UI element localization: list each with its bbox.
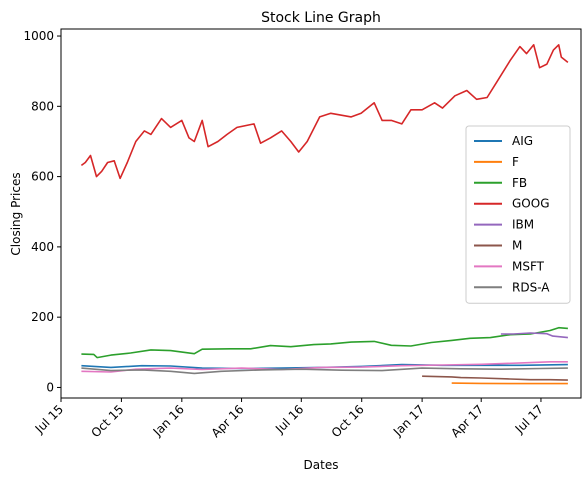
x-tick-label: Jul 16 — [272, 402, 306, 436]
y-tick-label: 1000 — [23, 29, 54, 43]
legend-label-fb: FB — [512, 176, 527, 190]
x-axis-title: Dates — [304, 458, 339, 472]
legend: AIG F FB GOOG IBM M MSFT RDS-A — [465, 125, 571, 304]
series-line-f — [451, 382, 568, 385]
y-tick-label: 200 — [31, 310, 54, 324]
legend-label-m: M — [512, 239, 522, 253]
x-tick-label: Apr 17 — [448, 402, 486, 440]
series-line-msft — [81, 361, 568, 373]
x-tick-label: Oct 16 — [329, 402, 367, 440]
x-tick-label: Jan 17 — [390, 402, 427, 439]
series-line-ibm — [500, 332, 568, 339]
legend-label-f: F — [512, 155, 519, 169]
y-tick-label: 400 — [31, 240, 54, 254]
y-tick-label: 800 — [31, 99, 54, 113]
chart-title: Stock Line Graph — [261, 10, 381, 26]
legend-label-rds-a: RDS-A — [512, 280, 550, 294]
plot-frame — [60, 28, 582, 399]
series-line-goog — [80, 44, 569, 180]
plot-area — [80, 44, 569, 385]
x-tick-label: Jul 15 — [32, 402, 66, 436]
series-line-fb — [81, 326, 568, 359]
series-line-m — [422, 375, 568, 381]
legend-label-ibm: IBM — [512, 218, 534, 232]
x-tick-label: Jan 16 — [150, 402, 187, 439]
x-tick-label: Apr 16 — [209, 402, 247, 440]
y-tick-label: 0 — [46, 380, 54, 394]
y-axis-title: Closing Prices — [9, 172, 23, 255]
series-line-rds-a — [81, 367, 568, 375]
y-tick-label: 600 — [31, 170, 54, 184]
x-tick-label: Jul 17 — [512, 402, 546, 436]
legend-label-goog: GOOG — [512, 197, 550, 211]
legend-label-aig: AIG — [512, 134, 533, 148]
legend-label-msft: MSFT — [512, 259, 545, 273]
legend-box — [465, 125, 571, 304]
x-tick-label: Oct 15 — [88, 402, 126, 440]
